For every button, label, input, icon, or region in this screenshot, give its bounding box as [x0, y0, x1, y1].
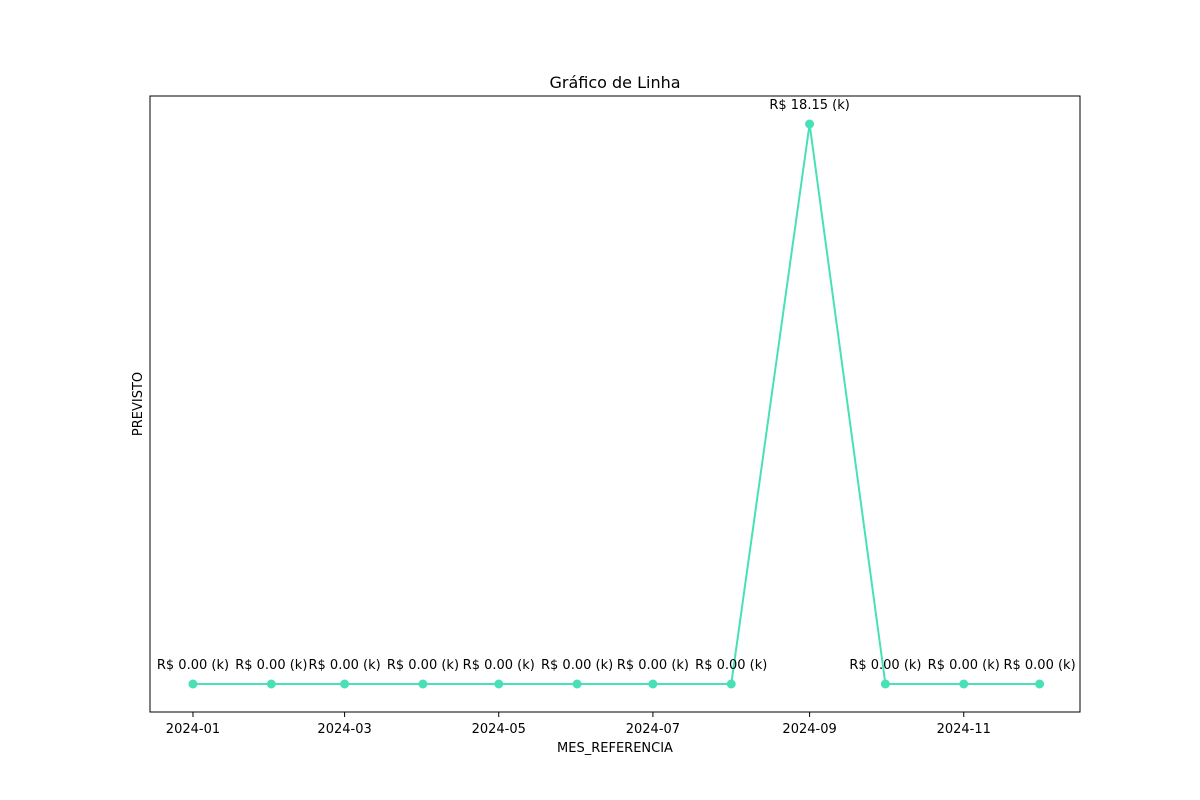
data-point — [494, 679, 504, 689]
data-label: R$ 0.00 (k) — [308, 658, 380, 673]
data-point — [726, 679, 736, 689]
x-tick-label: 2024-11 — [937, 722, 991, 737]
y-axis-label: PREVISTO — [131, 372, 146, 436]
chart-title: Gráfico de Linha — [549, 73, 680, 92]
data-series — [188, 119, 1045, 689]
data-point — [572, 679, 582, 689]
data-label: R$ 0.00 (k) — [541, 658, 613, 673]
data-label: R$ 0.00 (k) — [695, 658, 767, 673]
data-point — [648, 679, 658, 689]
x-axis-ticks: 2024-01 2024-03 2024-05 2024-07 2024-09 2024-… — [166, 712, 991, 737]
data-point — [805, 119, 815, 129]
data-point — [266, 679, 276, 689]
data-point — [1035, 679, 1045, 689]
data-point — [188, 679, 198, 689]
data-point — [880, 679, 890, 689]
data-labels: R$ 0.00 (k) R$ 0.00 (k) R$ 0.00 (k) R$ 0.00… — [157, 98, 1076, 673]
x-tick-label: 2024-01 — [166, 722, 220, 737]
data-label: R$ 0.00 (k) — [235, 658, 307, 673]
data-label: R$ 0.00 (k) — [157, 658, 229, 673]
x-tick-label: 2024-05 — [472, 722, 526, 737]
data-label: R$ 0.00 (k) — [617, 658, 689, 673]
data-point — [418, 679, 428, 689]
series-line — [192, 123, 1040, 685]
x-tick-label: 2024-09 — [782, 722, 836, 737]
data-point — [340, 679, 350, 689]
data-label: R$ 0.00 (k) — [387, 658, 459, 673]
data-label: R$ 0.00 (k) — [928, 658, 1000, 673]
x-tick-label: 2024-03 — [317, 722, 371, 737]
x-axis-label: MES_REFERENCIA — [557, 741, 673, 756]
x-tick-label: 2024-07 — [626, 722, 680, 737]
plot-area-frame — [149, 95, 1081, 713]
data-label: R$ 0.00 (k) — [849, 658, 921, 673]
data-point — [959, 679, 969, 689]
data-label: R$ 0.00 (k) — [463, 658, 535, 673]
data-label: R$ 0.00 (k) — [1003, 658, 1075, 673]
data-label: R$ 18.15 (k) — [769, 98, 849, 113]
